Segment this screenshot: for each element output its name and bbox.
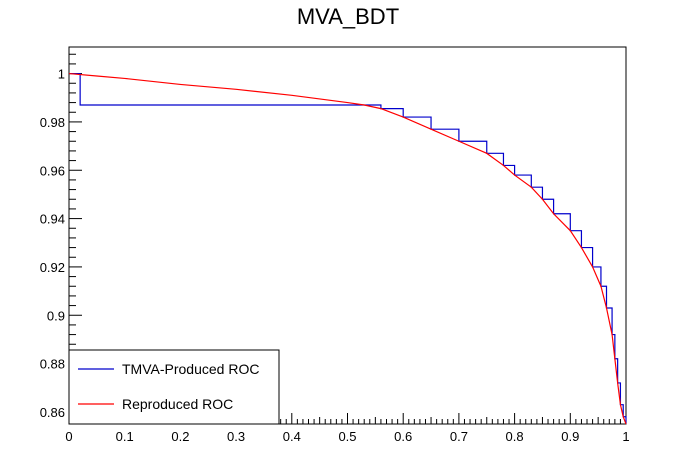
legend-label-tmva: TMVA-Produced ROC [122,361,259,377]
y-tick-label: 0.88 [40,357,65,372]
x-tick-label: 0.8 [506,429,524,444]
y-tick-label: 0.9 [47,308,65,323]
y-tick-label: 1 [58,67,65,82]
y-tick-label: 0.94 [40,212,65,227]
series-line-1 [68,72,627,425]
x-tick-label: 0.4 [283,429,301,444]
x-tick-label: 0.9 [561,429,579,444]
x-tick-label: 0.6 [394,429,412,444]
x-tick-label: 0.3 [227,429,245,444]
x-tick-label: 0.1 [116,429,134,444]
y-tick-label: 0.86 [40,405,65,420]
x-tick-label: 0.2 [171,429,189,444]
x-tick-label: 0 [65,429,72,444]
series-layer [68,72,627,425]
y-tick-label: 0.92 [40,260,65,275]
chart-title: MVA_BDT [297,4,399,29]
x-tick-label: 1 [622,429,629,444]
series-line-0 [69,72,627,424]
legend: TMVA-Produced ROC Reproduced ROC [68,349,280,425]
legend-label-reproduced: Reproduced ROC [122,396,233,412]
y-tick-label: 0.98 [40,115,65,130]
x-tick-label: 0.5 [338,429,356,444]
y-tick-label: 0.96 [40,163,65,178]
legend-box [68,349,280,425]
x-tick-label: 0.7 [450,429,468,444]
